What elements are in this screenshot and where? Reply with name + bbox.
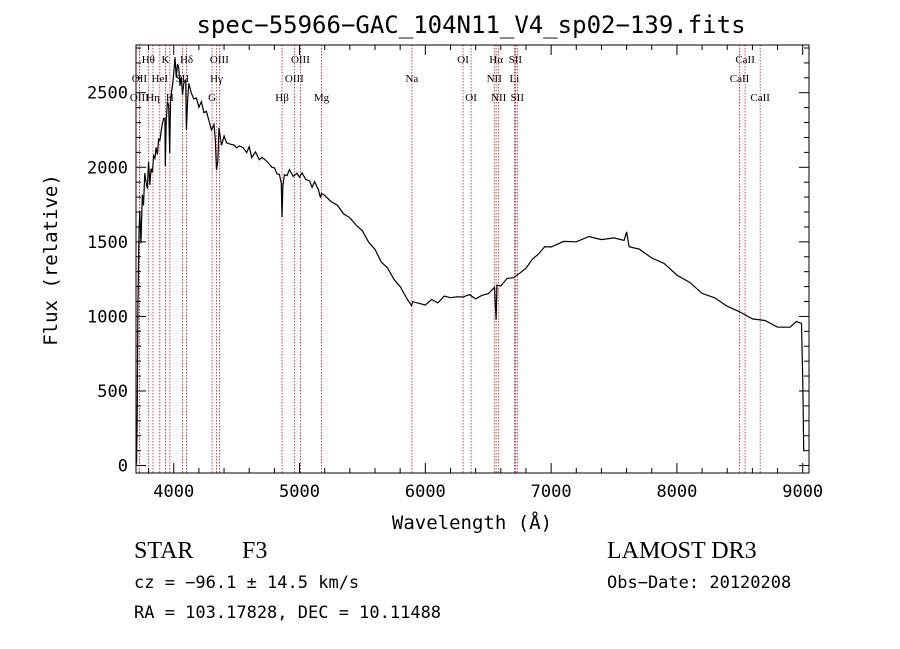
line-label-4: HeI bbox=[152, 73, 169, 85]
line-label-18: OI bbox=[465, 92, 477, 104]
x-tick-label-8000: 8000 bbox=[656, 482, 697, 502]
line-label-25: CaII bbox=[730, 73, 750, 85]
line-label-19: Hα bbox=[489, 54, 503, 66]
line-label-14: OIII bbox=[291, 54, 310, 66]
y-tick-label-0: 0 bbox=[118, 457, 128, 477]
line-label-9: OIII bbox=[210, 54, 229, 66]
line-label-6: H bbox=[166, 92, 174, 104]
line-label-15: Mg bbox=[314, 92, 330, 104]
spectrum-line bbox=[135, 57, 805, 466]
line-label-11: G bbox=[208, 92, 216, 104]
line-label-1: OII bbox=[132, 73, 148, 85]
y-axis-label: Flux (relative) bbox=[40, 174, 62, 346]
line-label-24: SII bbox=[511, 92, 525, 104]
redshift-velocity: cz = −96.1 ± 14.5 km/s bbox=[134, 573, 360, 593]
coordinates: RA = 103.17828, DEC = 10.11488 bbox=[134, 603, 442, 623]
x-axis-label: Wavelength (Å) bbox=[392, 511, 552, 534]
line-label-16: Na bbox=[405, 73, 418, 85]
line-label-13: OIII bbox=[285, 73, 304, 85]
line-label-7: SII bbox=[176, 73, 190, 85]
x-tick-label-6000: 6000 bbox=[405, 482, 446, 502]
y-tick-label-2000: 2000 bbox=[87, 158, 128, 178]
line-label-2: OIII bbox=[130, 92, 149, 104]
y-axis-ticks: 0 500 1000 1500 2000 2500 bbox=[87, 47, 809, 477]
x-tick-label-7000: 7000 bbox=[531, 482, 572, 502]
y-tick-label-500: 500 bbox=[97, 382, 128, 402]
line-label-20: NII bbox=[487, 73, 503, 85]
line-label-17: OI bbox=[457, 54, 469, 66]
line-label-0: Hθ bbox=[142, 54, 155, 66]
line-label-26: CaII bbox=[735, 54, 755, 66]
survey-name: LAMOST DR3 bbox=[607, 538, 757, 564]
emission-line-markers bbox=[138, 45, 761, 473]
x-tick-label-5000: 5000 bbox=[279, 482, 320, 502]
x-axis-ticks: 4000 5000 6000 7000 8000 9000 bbox=[148, 45, 823, 502]
line-label-23: Li bbox=[509, 73, 519, 85]
line-label-22: SII bbox=[509, 54, 523, 66]
spectrum-chart: spec−55966−GAC_104N11_V4_sp02−139.fits H… bbox=[40, 11, 823, 534]
plot-frame bbox=[135, 44, 810, 474]
x-tick-label-4000: 4000 bbox=[153, 482, 194, 502]
line-label-5: K bbox=[161, 54, 169, 66]
line-label-21: NII bbox=[491, 92, 507, 104]
line-label-27: CaII bbox=[750, 92, 770, 104]
line-label-3: Hη bbox=[146, 92, 160, 104]
x-tick-label-9000: 9000 bbox=[782, 482, 823, 502]
y-tick-label-2500: 2500 bbox=[87, 84, 128, 104]
object-subclass: F3 bbox=[242, 538, 268, 564]
chart-title: spec−55966−GAC_104N11_V4_sp02−139.fits bbox=[196, 11, 745, 39]
object-class: STAR bbox=[134, 538, 194, 564]
line-label-10: Hγ bbox=[210, 73, 223, 85]
line-label-8: Hδ bbox=[180, 54, 193, 66]
y-tick-label-1500: 1500 bbox=[87, 233, 128, 253]
y-tick-label-1000: 1000 bbox=[87, 307, 128, 327]
observation-date: Obs−Date: 20120208 bbox=[607, 573, 792, 593]
line-label-12: Hβ bbox=[275, 92, 289, 104]
